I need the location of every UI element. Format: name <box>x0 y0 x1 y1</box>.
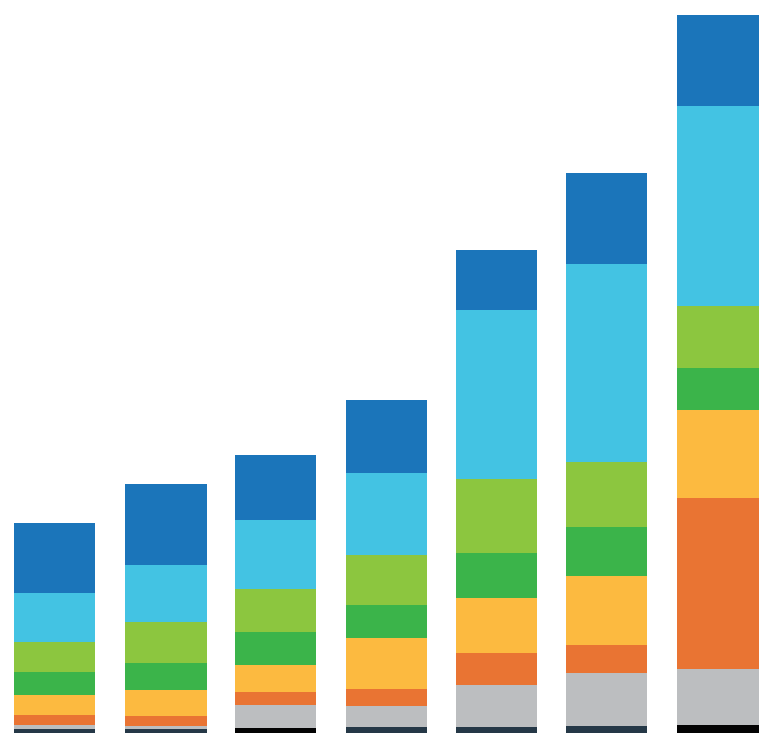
bar-4-segment-cyan <box>346 473 427 555</box>
bar-7-segment-blue <box>677 15 759 106</box>
bar-3-segment-gray <box>235 705 316 728</box>
bar-2-segment-cyan <box>125 565 207 622</box>
bar-5-segment-blue <box>456 250 537 310</box>
bar-1-segment-green <box>14 672 95 695</box>
bar-1-segment-orange <box>14 715 95 725</box>
bar-3-segment-blue <box>235 455 316 520</box>
bar-7 <box>677 15 759 733</box>
bar-7-segment-green <box>677 368 759 410</box>
bar-5-segment-cyan <box>456 310 537 479</box>
bar-1-segment-gray <box>14 725 95 729</box>
bar-5-segment-amber <box>456 598 537 653</box>
bar-6-segment-gray <box>566 673 647 726</box>
bar-4-segment-light-green <box>346 555 427 605</box>
bar-6-segment-base-strip <box>566 726 647 733</box>
bar-2-segment-gray <box>125 726 207 729</box>
bar-7-segment-cyan <box>677 106 759 306</box>
bar-7-segment-orange <box>677 498 759 669</box>
bar-3-segment-cyan <box>235 520 316 589</box>
bar-1-segment-amber <box>14 695 95 715</box>
bar-2-segment-blue <box>125 484 207 565</box>
bar-6-segment-light-green <box>566 462 647 527</box>
bar-5-segment-orange <box>456 653 537 685</box>
bar-1-segment-light-green <box>14 642 95 672</box>
bar-2-segment-green <box>125 663 207 690</box>
bar-2-segment-orange <box>125 716 207 726</box>
bar-4-segment-orange <box>346 689 427 706</box>
bar-6-segment-amber <box>566 576 647 645</box>
bar-2-segment-amber <box>125 690 207 716</box>
bar-5 <box>456 250 537 733</box>
bar-3-segment-green <box>235 632 316 665</box>
bar-5-segment-base-strip <box>456 727 537 733</box>
bar-2-segment-base-strip <box>125 729 207 733</box>
bar-7-segment-light-green <box>677 306 759 368</box>
bar-6-segment-orange <box>566 645 647 673</box>
bar-4-segment-blue <box>346 400 427 473</box>
bar-1 <box>14 523 95 733</box>
bar-6 <box>566 173 647 733</box>
bar-3-segment-base-strip <box>235 728 316 733</box>
bar-1-segment-cyan <box>14 593 95 642</box>
bar-2-segment-light-green <box>125 622 207 663</box>
bar-5-segment-light-green <box>456 479 537 553</box>
bar-6-segment-cyan <box>566 264 647 462</box>
bar-3-segment-light-green <box>235 589 316 632</box>
bar-1-segment-base-strip <box>14 729 95 733</box>
bar-3 <box>235 455 316 733</box>
bar-1-segment-blue <box>14 523 95 593</box>
bar-3-segment-amber <box>235 665 316 692</box>
bar-4 <box>346 400 427 733</box>
bar-7-segment-amber <box>677 410 759 498</box>
bar-2 <box>125 484 207 733</box>
bar-4-segment-amber <box>346 638 427 689</box>
bar-5-segment-gray <box>456 685 537 727</box>
bar-7-segment-base-strip <box>677 725 759 733</box>
bar-4-segment-green <box>346 605 427 638</box>
bar-4-segment-base-strip <box>346 727 427 733</box>
bar-4-segment-gray <box>346 706 427 727</box>
bar-6-segment-blue <box>566 173 647 264</box>
bar-3-segment-orange <box>235 692 316 705</box>
bar-7-segment-gray <box>677 669 759 725</box>
bar-5-segment-green <box>456 553 537 598</box>
bar-6-segment-green <box>566 527 647 576</box>
